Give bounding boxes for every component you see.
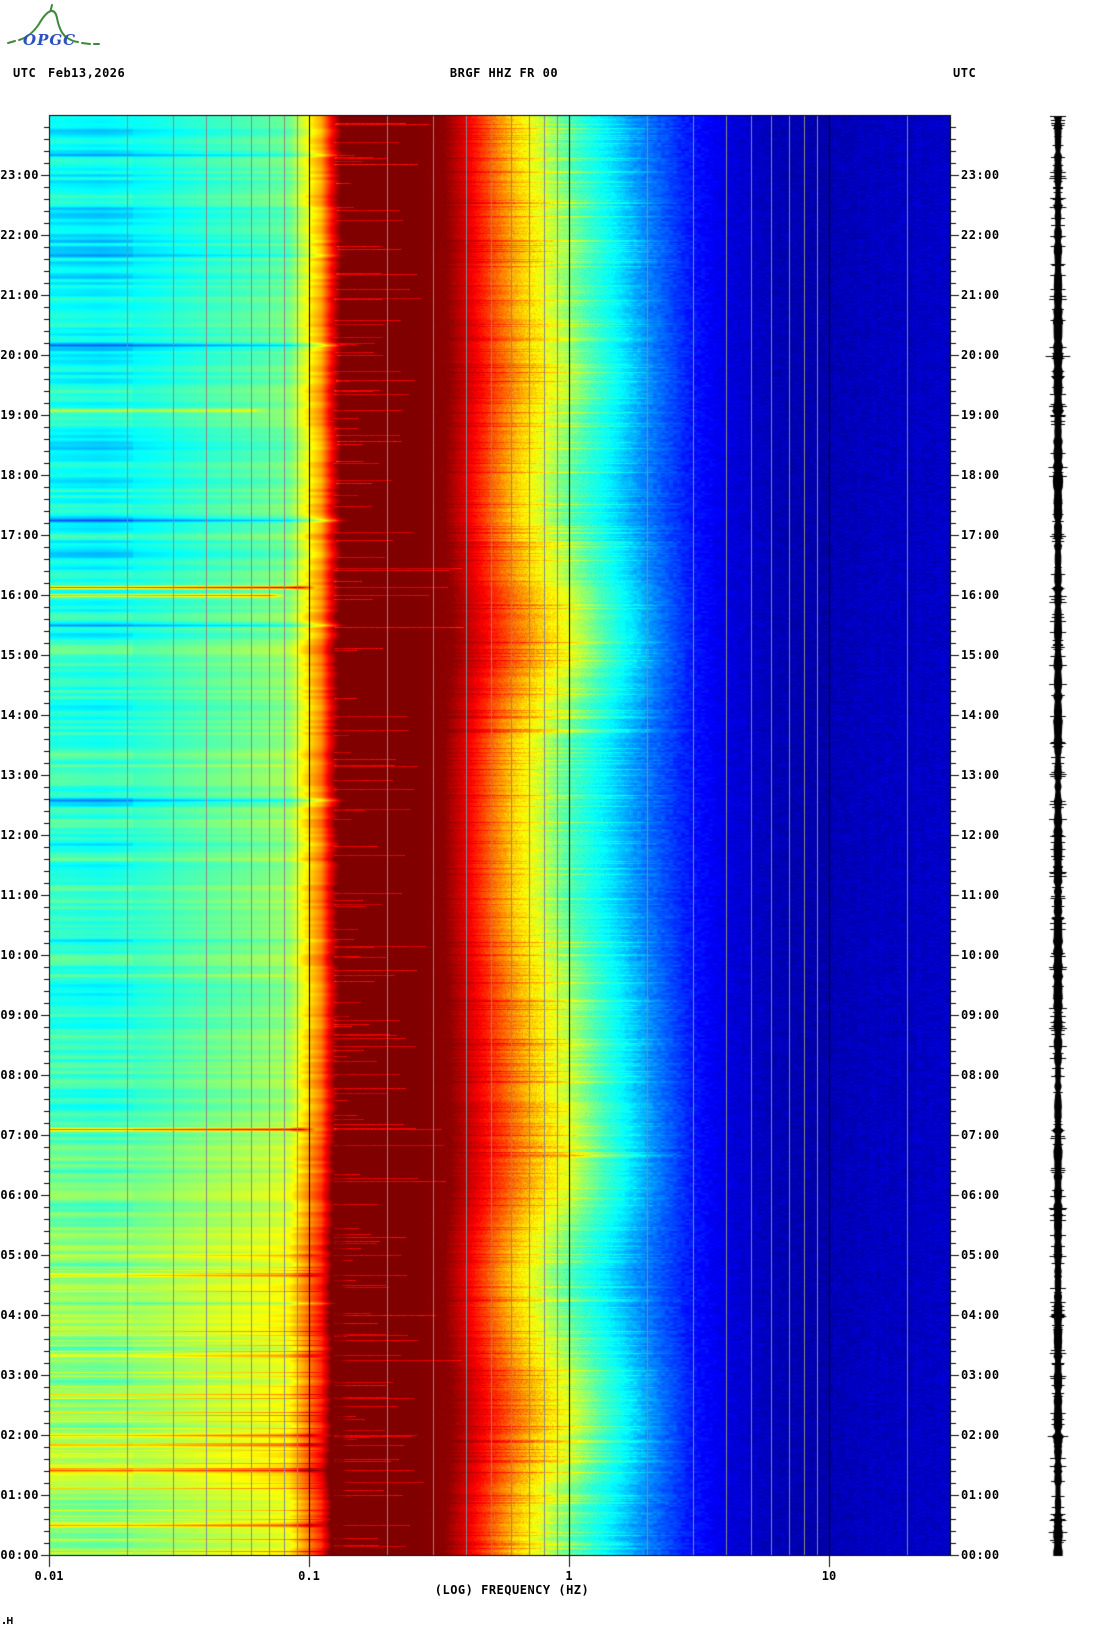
- time-label-left: 12:00: [0, 828, 39, 842]
- time-label-left: 19:00: [0, 408, 39, 422]
- time-label-left: 23:00: [0, 168, 39, 182]
- time-label-left: 20:00: [0, 348, 39, 362]
- time-label-left: 01:00: [0, 1488, 39, 1502]
- time-label-left: 14:00: [0, 708, 39, 722]
- time-label-right: 01:00: [961, 1488, 1000, 1502]
- time-label-left: 00:00: [0, 1548, 39, 1562]
- freq-tick-label: 1: [565, 1569, 573, 1583]
- time-label-right: 11:00: [961, 888, 1000, 902]
- time-label-right: 06:00: [961, 1188, 1000, 1202]
- time-label-right: 09:00: [961, 1008, 1000, 1022]
- time-label-right: 00:00: [961, 1548, 1000, 1562]
- frequency-axis-title: (LOG) FREQUENCY (HZ): [434, 1583, 590, 1597]
- time-label-right: 17:00: [961, 528, 1000, 542]
- time-label-right: 15:00: [961, 648, 1000, 662]
- time-label-left: 11:00: [0, 888, 39, 902]
- freq-tick-label: 10: [821, 1569, 837, 1583]
- time-label-left: 05:00: [0, 1248, 39, 1262]
- time-label-right: 08:00: [961, 1068, 1000, 1082]
- time-label-right: 07:00: [961, 1128, 1000, 1142]
- time-label-left: 10:00: [0, 948, 39, 962]
- time-label-right: 16:00: [961, 588, 1000, 602]
- time-label-left: 09:00: [0, 1008, 39, 1022]
- time-label-right: 23:00: [961, 168, 1000, 182]
- freq-tick-label: 0.01: [34, 1569, 64, 1583]
- time-label-left: 03:00: [0, 1368, 39, 1382]
- time-label-left: 13:00: [0, 768, 39, 782]
- time-label-left: 15:00: [0, 648, 39, 662]
- time-label-right: 19:00: [961, 408, 1000, 422]
- time-label-left: 17:00: [0, 528, 39, 542]
- time-label-right: 12:00: [961, 828, 1000, 842]
- time-label-right: 20:00: [961, 348, 1000, 362]
- time-label-left: 16:00: [0, 588, 39, 602]
- time-label-right: 13:00: [961, 768, 1000, 782]
- time-label-left: 21:00: [0, 288, 39, 302]
- time-label-left: 07:00: [0, 1128, 39, 1142]
- corner-mark: [3, 1617, 13, 1624]
- time-label-left: 02:00: [0, 1428, 39, 1442]
- time-label-left: 04:00: [0, 1308, 39, 1322]
- time-label-right: 03:00: [961, 1368, 1000, 1382]
- time-label-right: 21:00: [961, 288, 1000, 302]
- time-label-right: 22:00: [961, 228, 1000, 242]
- time-label-right: 05:00: [961, 1248, 1000, 1262]
- time-label-left: 22:00: [0, 228, 39, 242]
- time-label-left: 18:00: [0, 468, 39, 482]
- time-label-right: 10:00: [961, 948, 1000, 962]
- time-label-right: 02:00: [961, 1428, 1000, 1442]
- time-label-right: 14:00: [961, 708, 1000, 722]
- time-label-right: 18:00: [961, 468, 1000, 482]
- time-label-right: 04:00: [961, 1308, 1000, 1322]
- time-label-left: 08:00: [0, 1068, 39, 1082]
- freq-tick-label: 0.1: [298, 1569, 320, 1583]
- time-label-left: 06:00: [0, 1188, 39, 1202]
